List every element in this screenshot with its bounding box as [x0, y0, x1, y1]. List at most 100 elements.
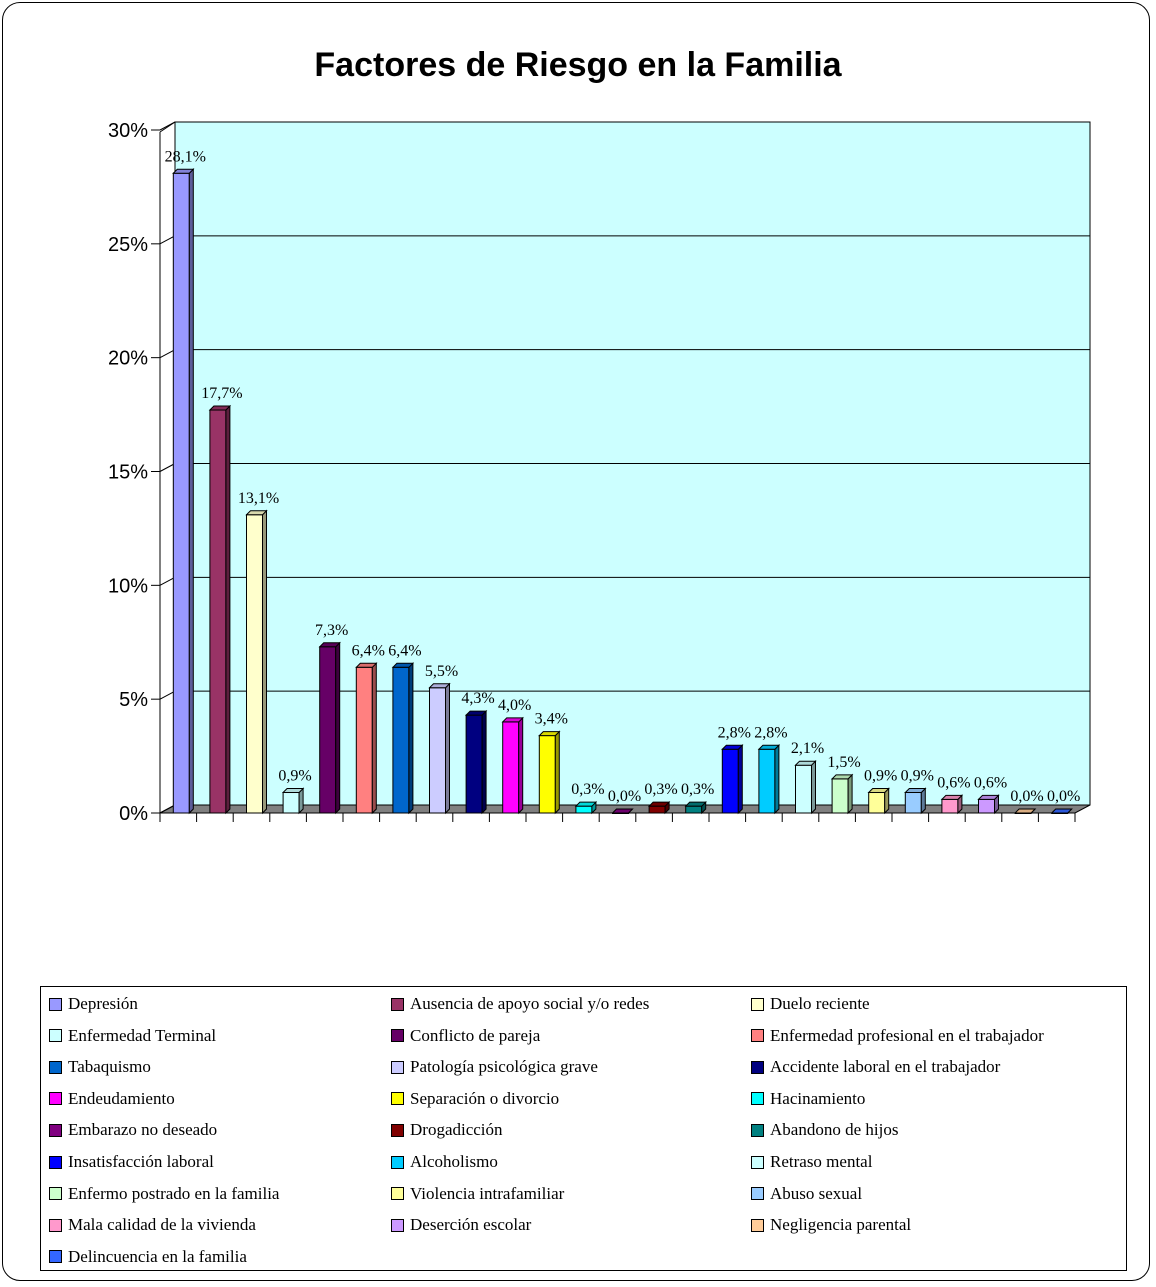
legend-label: Conflicto de pareja	[410, 1025, 541, 1045]
chart-title: Factores de Riesgo en la Familia	[314, 46, 842, 84]
legend-item: Conflicto de pareja	[391, 1026, 540, 1046]
data-label: 5,5%	[425, 663, 458, 680]
y-tick-depth	[159, 235, 176, 245]
legend-swatch	[751, 1092, 764, 1106]
bar	[830, 773, 854, 815]
legend-swatch	[391, 1218, 404, 1232]
legend-label: Hacinamiento	[770, 1088, 866, 1108]
bar	[318, 641, 341, 815]
legend-swatch	[49, 1029, 62, 1043]
legend-label: Accidente laboral en el trabajador	[770, 1057, 1001, 1077]
y-tick-depth	[159, 349, 176, 359]
legend-swatch	[49, 1155, 62, 1169]
data-label: 7,3%	[315, 622, 348, 639]
legend-item: Patología psicológica grave	[391, 1057, 598, 1077]
legend-item: Alcoholismo	[391, 1152, 498, 1172]
y-tick-label: 5%	[119, 689, 148, 711]
data-label: 0,0%	[608, 788, 641, 805]
legend-swatch	[49, 1092, 62, 1106]
bar	[940, 794, 964, 815]
bar	[904, 787, 927, 815]
legend-item: Negligencia parental	[751, 1215, 911, 1235]
chart-legend: Depresión Ausencia de apoyo social y/o re…	[40, 986, 1127, 1271]
legend-label: Tabaquismo	[68, 1057, 151, 1077]
legend-label: Enfermedad Terminal	[68, 1025, 217, 1045]
data-label: 0,0%	[1047, 788, 1080, 805]
bar	[208, 404, 232, 815]
legend-item: Delincuencia en la familia	[49, 1247, 247, 1267]
bar	[281, 787, 305, 815]
legend-swatch	[751, 1218, 764, 1232]
bar	[647, 800, 671, 815]
y-tick-depth	[159, 804, 176, 814]
legend-swatch	[751, 1155, 764, 1169]
bar	[977, 794, 1000, 815]
legend-label: Drogadicción	[410, 1120, 503, 1140]
legend-label: Embarazo no deseado	[68, 1120, 218, 1140]
bar	[391, 662, 415, 815]
legend-swatch	[49, 1218, 62, 1232]
bar	[757, 744, 781, 815]
bar	[245, 509, 268, 815]
bar	[611, 808, 634, 814]
legend-label: Retraso mental	[770, 1152, 873, 1171]
legend-item: Hacinamiento	[751, 1089, 865, 1109]
data-label: 0,0%	[1010, 788, 1043, 805]
legend-label: Enfermo postrado en la familia	[68, 1183, 280, 1203]
y-tick-label: 25%	[108, 234, 148, 256]
legend-label: Violencia intrafamiliar	[410, 1183, 565, 1203]
data-label: 13,1%	[238, 490, 279, 507]
y-tick-label: 15%	[108, 462, 148, 484]
legend-item: Embarazo no deseado	[49, 1120, 217, 1140]
legend-label: Patología psicológica grave	[410, 1057, 598, 1077]
legend-item: Enfermedad profesional en el trabajador	[751, 1026, 1044, 1046]
legend-item: Duelo reciente	[751, 994, 870, 1014]
legend-item: Separación o divorcio	[391, 1089, 559, 1109]
legend-item: Insatisfacción laboral	[49, 1152, 214, 1172]
bar	[1050, 808, 1073, 814]
legend-label: Separación o divorcio	[410, 1088, 560, 1108]
bar	[684, 800, 707, 815]
y-tick-label: 10%	[108, 575, 148, 597]
y-tick-depth	[159, 576, 176, 586]
bar	[867, 787, 890, 815]
legend-label: Deserción escolar	[410, 1215, 532, 1235]
legend-label: Alcoholismo	[410, 1152, 498, 1171]
legend-swatch	[391, 1123, 404, 1137]
legend-swatch	[391, 1060, 404, 1074]
legend-swatch	[49, 1060, 62, 1074]
legend-item: Tabaquismo	[49, 1057, 151, 1077]
legend-swatch	[751, 1123, 764, 1137]
legend-label: Duelo reciente	[770, 994, 870, 1013]
legend-label: Depresión	[68, 994, 138, 1013]
data-label: 6,4%	[352, 642, 385, 659]
legend-item: Enfermo postrado en la familia	[49, 1184, 279, 1204]
legend-label: Negligencia parental	[770, 1215, 912, 1235]
data-label: 4,3%	[461, 690, 494, 707]
data-label: 1,5%	[827, 754, 860, 771]
bar	[464, 709, 488, 815]
y-tick-depth	[159, 690, 176, 700]
y-tick-label: 20%	[108, 348, 148, 370]
legend-item: Drogadicción	[391, 1120, 503, 1140]
data-label: 6,4%	[388, 642, 421, 659]
data-label: 17,7%	[201, 385, 242, 402]
legend-item: Accidente laboral en el trabajador	[751, 1057, 1000, 1077]
legend-label: Endeudamiento	[68, 1088, 175, 1108]
bar	[538, 730, 561, 815]
legend-item: Mala calidad de la vivienda	[49, 1215, 256, 1235]
legend-swatch	[751, 1060, 764, 1074]
bar	[721, 744, 744, 815]
data-label: 3,4%	[535, 711, 568, 728]
data-label: 2,1%	[791, 740, 824, 757]
data-label: 28,1%	[165, 148, 206, 165]
legend-label: Abandono de hijos	[770, 1120, 899, 1140]
legend-label: Enfermedad profesional en el trabajador	[770, 1025, 1044, 1045]
data-label: 0,6%	[974, 774, 1007, 791]
legend-item: Depresión	[49, 994, 138, 1014]
legend-item: Retraso mental	[751, 1152, 872, 1172]
legend-swatch	[391, 997, 404, 1011]
legend-label: Abuso sexual	[770, 1183, 863, 1203]
bar	[355, 662, 378, 815]
